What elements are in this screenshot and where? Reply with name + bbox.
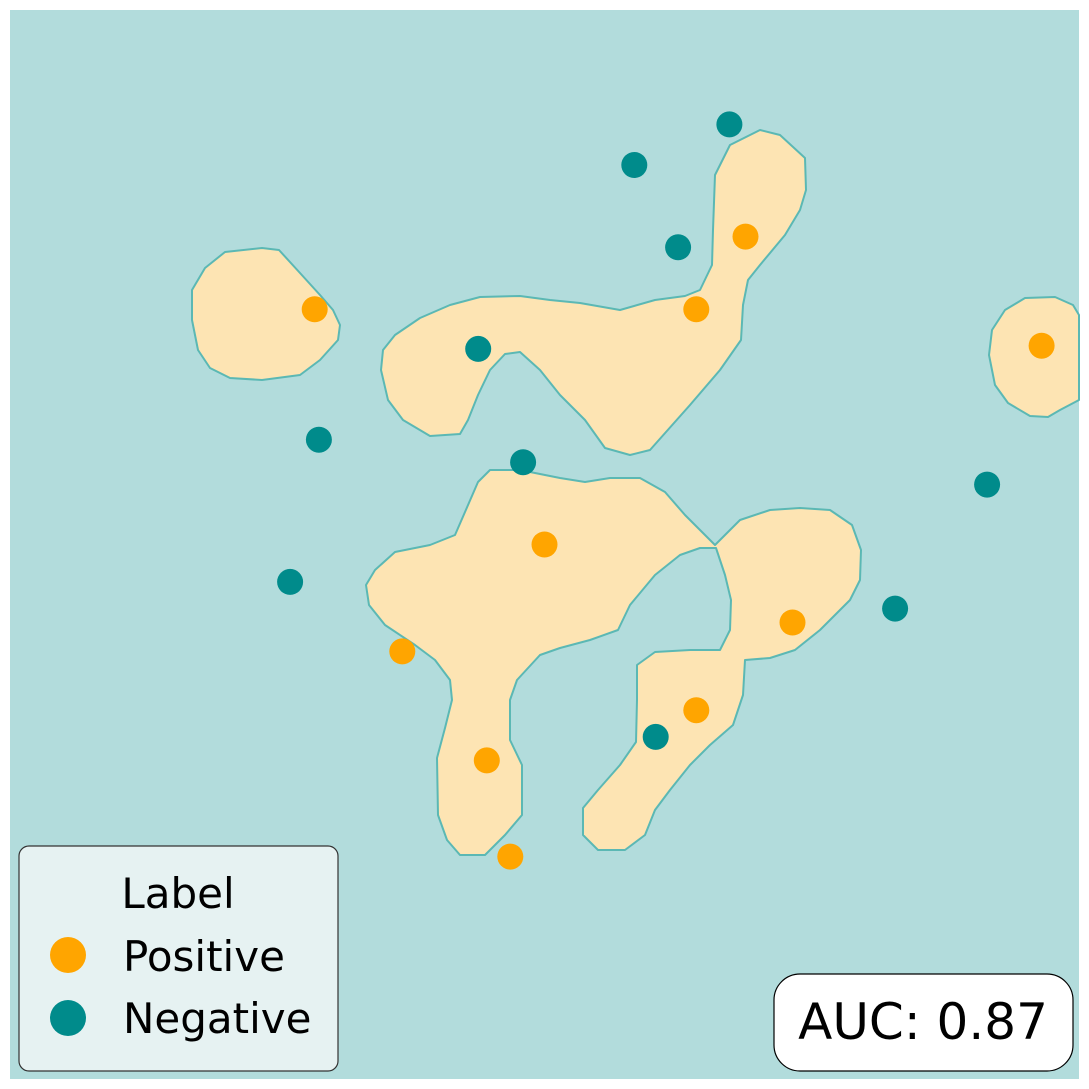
legend-box (18, 845, 339, 1072)
positive-point-9 (497, 843, 524, 870)
negative-point-8 (882, 595, 909, 622)
positive-point-6 (389, 638, 416, 665)
series-negative (277, 111, 1001, 750)
negative-point-7 (277, 568, 304, 595)
negative-point-6 (974, 471, 1001, 498)
region-blob-right (988, 296, 1080, 418)
positive-point-0 (301, 296, 328, 323)
series-positive (301, 223, 1055, 870)
positive-point-5 (779, 609, 806, 636)
legend-title: Label (121, 869, 234, 918)
auc-box (773, 973, 1074, 1072)
region-blob-upper-left (191, 247, 341, 381)
positive-point-2 (732, 223, 759, 250)
positive-point-4 (531, 531, 558, 558)
negative-point-5 (510, 449, 537, 476)
positive-point-3 (1028, 332, 1055, 359)
legend-marker-positive (50, 937, 86, 973)
negative-point-9 (642, 723, 669, 750)
auc-text: AUC: 0.87 (798, 993, 1048, 1051)
negative-point-4 (305, 426, 332, 453)
legend-label-negative: Negative (123, 994, 312, 1043)
negative-point-1 (621, 152, 648, 178)
positive-point-7 (683, 697, 710, 724)
positive-point-8 (473, 747, 500, 774)
positive-point-1 (683, 296, 710, 323)
legend: Label Positive Negative (18, 845, 339, 1072)
negative-point-0 (716, 111, 743, 138)
auc-annotation: AUC: 0.87 (773, 973, 1074, 1072)
legend-label-positive: Positive (123, 932, 285, 981)
legend-marker-negative (50, 1000, 86, 1036)
negative-point-2 (665, 234, 692, 261)
negative-point-3 (465, 335, 492, 362)
region-blob-upper-middle (380, 129, 807, 456)
